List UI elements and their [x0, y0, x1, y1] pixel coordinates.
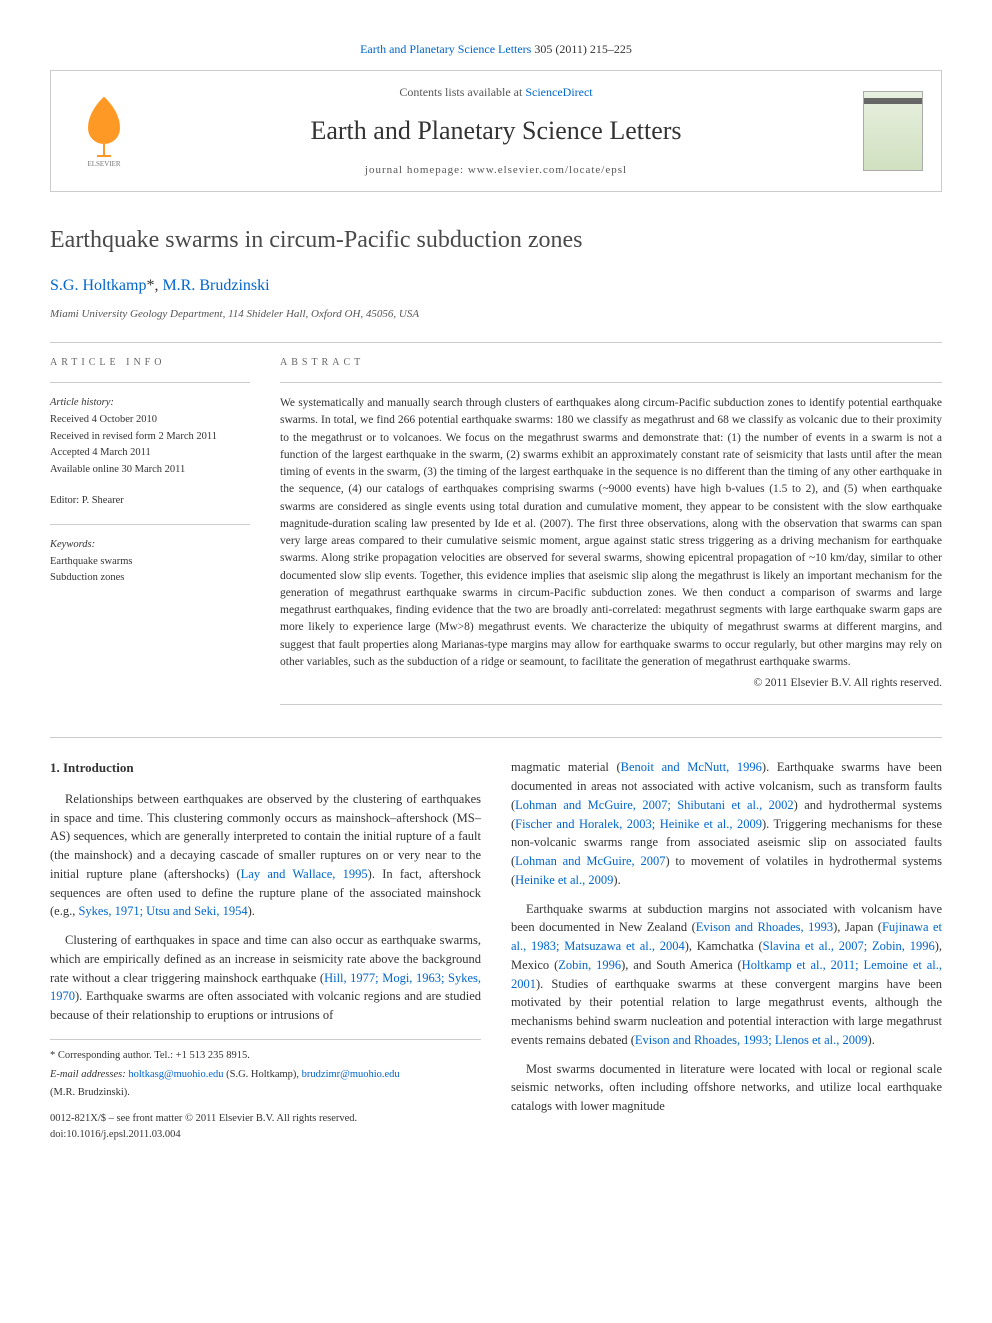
publisher-logo-slot: ELSEVIER [69, 88, 159, 174]
corresponding-author: * Corresponding author. Tel.: +1 513 235… [50, 1048, 481, 1064]
keyword-1: Earthquake swarms [50, 554, 250, 571]
intro-para-2: Clustering of earthquakes in space and t… [50, 931, 481, 1025]
article-history-block: Article history: Received 4 October 2010… [50, 395, 250, 479]
ref-lay-wallace-1995[interactable]: Lay and Wallace, 1995 [241, 867, 368, 881]
p2-text-b: ). Earthquake swarms are often associate… [50, 989, 481, 1022]
article-info-label: ARTICLE INFO [50, 355, 250, 370]
rp2-b: ), Japan ( [833, 920, 882, 934]
email-1[interactable]: holtkasg@muohio.edu [128, 1069, 223, 1080]
contents-prefix: Contents lists available at [399, 85, 525, 99]
body-right-column: magmatic material (Benoit and McNutt, 19… [511, 758, 942, 1142]
homepage-prefix: journal homepage: [365, 164, 468, 176]
footnotes-block: * Corresponding author. Tel.: +1 513 235… [50, 1039, 481, 1101]
info-divider-1 [50, 382, 250, 383]
keywords-label: Keywords: [50, 537, 250, 554]
history-received: Received 4 October 2010 [50, 412, 250, 429]
ref-lohman-mcguire-2007[interactable]: Lohman and McGuire, 2007 [515, 854, 665, 868]
intro-heading: 1. Introduction [50, 758, 481, 778]
rp1-f: ). [613, 873, 620, 887]
homepage-line: journal homepage: www.elsevier.com/locat… [159, 162, 833, 179]
abstract-copyright: © 2011 Elsevier B.V. All rights reserved… [280, 675, 942, 692]
abstract-divider [280, 382, 942, 383]
body-left-column: 1. Introduction Relationships between ea… [50, 758, 481, 1142]
sciencedirect-link[interactable]: ScienceDirect [525, 85, 592, 99]
footer-row: 0012-821X/$ – see front matter © 2011 El… [50, 1111, 481, 1143]
body-columns: 1. Introduction Relationships between ea… [50, 758, 942, 1142]
footer-issn: 0012-821X/$ – see front matter © 2011 El… [50, 1111, 357, 1127]
journal-header-box: ELSEVIER Contents lists available at Sci… [50, 70, 942, 192]
svg-text:ELSEVIER: ELSEVIER [87, 160, 120, 168]
citation-header: Earth and Planetary Science Letters 305 … [50, 40, 942, 58]
ref-evison-llenos[interactable]: Evison and Rhoades, 1993; Llenos et al.,… [635, 1033, 868, 1047]
divider-mid [50, 737, 942, 738]
right-para-3: Most swarms documented in literature wer… [511, 1060, 942, 1116]
journal-link-top[interactable]: Earth and Planetary Science Letters [360, 42, 531, 56]
editor-block: Editor: P. Shearer [50, 493, 250, 510]
history-accepted: Accepted 4 March 2011 [50, 445, 250, 462]
rp1-a: magmatic material ( [511, 760, 621, 774]
ref-sykes-utsu[interactable]: Sykes, 1971; Utsu and Seki, 1954 [78, 904, 247, 918]
email-label: E-mail addresses: [50, 1069, 128, 1080]
abstract-divider-bottom [280, 704, 942, 705]
info-divider-2 [50, 524, 250, 525]
citation-text: 305 (2011) 215–225 [534, 42, 632, 56]
email-2-name: (M.R. Brudzinski). [50, 1085, 481, 1101]
journal-cover-icon [863, 91, 923, 171]
intro-para-1: Relationships between earthquakes are ob… [50, 790, 481, 921]
ref-fischer-heinike[interactable]: Fischer and Horalek, 2003; Heinike et al… [515, 817, 762, 831]
elsevier-logo-icon: ELSEVIER [69, 88, 139, 168]
footer-left: 0012-821X/$ – see front matter © 2011 El… [50, 1111, 357, 1143]
email-1-name: (S.G. Holtkamp), [223, 1069, 301, 1080]
ref-benoit-mcnutt-1996[interactable]: Benoit and McNutt, 1996 [621, 760, 762, 774]
info-abstract-row: ARTICLE INFO Article history: Received 4… [50, 355, 942, 717]
keyword-2: Subduction zones [50, 570, 250, 587]
contents-line: Contents lists available at ScienceDirec… [159, 83, 833, 101]
article-title: Earthquake swarms in circum-Pacific subd… [50, 222, 942, 258]
history-label: Article history: [50, 395, 250, 412]
author-link-2[interactable]: M.R. Brudzinski [162, 277, 269, 294]
journal-cover-slot [833, 91, 923, 171]
email-2[interactable]: brudzimr@muohio.edu [302, 1069, 400, 1080]
author-list: S.G. Holtkamp*, M.R. Brudzinski [50, 274, 942, 298]
ref-slavina-zobin[interactable]: Slavina et al., 2007; Zobin, 1996 [763, 939, 935, 953]
journal-name: Earth and Planetary Science Letters [159, 111, 833, 150]
rp2-g: ). [868, 1033, 875, 1047]
abstract-text: We systematically and manually search th… [280, 395, 942, 671]
footer-doi: doi:10.1016/j.epsl.2011.03.004 [50, 1127, 357, 1143]
email-line: E-mail addresses: holtkasg@muohio.edu (S… [50, 1067, 481, 1083]
p1-text-c: ). [248, 904, 255, 918]
author-link-1[interactable]: S.G. Holtkamp [50, 277, 146, 294]
divider-top [50, 342, 942, 343]
history-online: Available online 30 March 2011 [50, 462, 250, 479]
rp2-c: ), Kamchatka ( [685, 939, 763, 953]
abstract-label: ABSTRACT [280, 355, 942, 370]
homepage-url: www.elsevier.com/locate/epsl [468, 164, 627, 176]
journal-header-center: Contents lists available at ScienceDirec… [159, 83, 833, 179]
history-revised: Received in revised form 2 March 2011 [50, 429, 250, 446]
right-para-1: magmatic material (Benoit and McNutt, 19… [511, 758, 942, 889]
rp2-e: ), and South America ( [621, 958, 742, 972]
right-para-2: Earthquake swarms at subduction margins … [511, 900, 942, 1050]
keywords-block: Keywords: Earthquake swarms Subduction z… [50, 537, 250, 587]
abstract-column: ABSTRACT We systematically and manually … [280, 355, 942, 717]
ref-lohman-shibutani[interactable]: Lohman and McGuire, 2007; Shibutani et a… [515, 798, 793, 812]
affiliation: Miami University Geology Department, 114… [50, 306, 942, 323]
ref-evison-rhoades-1993[interactable]: Evison and Rhoades, 1993 [696, 920, 833, 934]
ref-heinike-2009[interactable]: Heinike et al., 2009 [515, 873, 613, 887]
ref-zobin-1996[interactable]: Zobin, 1996 [558, 958, 621, 972]
article-info-column: ARTICLE INFO Article history: Received 4… [50, 355, 250, 717]
